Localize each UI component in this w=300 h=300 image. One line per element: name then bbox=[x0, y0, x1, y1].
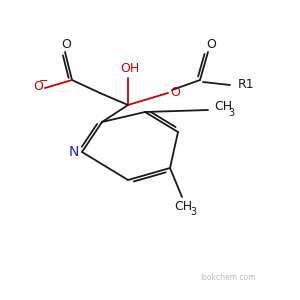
Text: O: O bbox=[170, 85, 180, 98]
Text: −: − bbox=[39, 76, 49, 86]
Text: lookchem.com: lookchem.com bbox=[200, 274, 256, 283]
Text: OH: OH bbox=[120, 62, 140, 76]
Text: O: O bbox=[33, 80, 43, 94]
Text: O: O bbox=[206, 38, 216, 52]
Text: CH: CH bbox=[174, 200, 192, 212]
Text: R1: R1 bbox=[238, 77, 255, 91]
Text: N: N bbox=[69, 145, 79, 159]
Text: 3: 3 bbox=[190, 207, 196, 217]
Text: O: O bbox=[61, 38, 71, 52]
Text: 3: 3 bbox=[228, 108, 234, 118]
Text: CH: CH bbox=[214, 100, 232, 113]
